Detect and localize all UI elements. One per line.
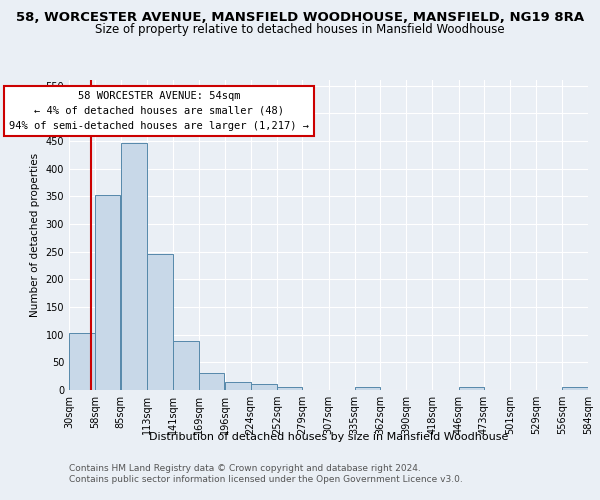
Bar: [277, 386, 302, 390]
Bar: [562, 386, 588, 390]
Text: Contains HM Land Registry data © Crown copyright and database right 2024.: Contains HM Land Registry data © Crown c…: [69, 464, 421, 473]
Bar: [147, 254, 173, 390]
Text: 58, WORCESTER AVENUE, MANSFIELD WOODHOUSE, MANSFIELD, NG19 8RA: 58, WORCESTER AVENUE, MANSFIELD WOODHOUS…: [16, 11, 584, 24]
Text: 58 WORCESTER AVENUE: 54sqm
← 4% of detached houses are smaller (48)
94% of semi-: 58 WORCESTER AVENUE: 54sqm ← 4% of detac…: [9, 91, 309, 130]
Bar: [355, 386, 380, 390]
Bar: [121, 142, 146, 390]
Text: Size of property relative to detached houses in Mansfield Woodhouse: Size of property relative to detached ho…: [95, 22, 505, 36]
Text: Contains public sector information licensed under the Open Government Licence v3: Contains public sector information licen…: [69, 475, 463, 484]
Bar: [251, 384, 277, 390]
Y-axis label: Number of detached properties: Number of detached properties: [30, 153, 40, 317]
Bar: [459, 386, 484, 390]
Bar: [69, 333, 95, 390]
Bar: [173, 342, 199, 390]
Bar: [95, 194, 120, 390]
Bar: [225, 382, 251, 390]
Text: Distribution of detached houses by size in Mansfield Woodhouse: Distribution of detached houses by size …: [149, 432, 508, 442]
Bar: [199, 374, 224, 390]
